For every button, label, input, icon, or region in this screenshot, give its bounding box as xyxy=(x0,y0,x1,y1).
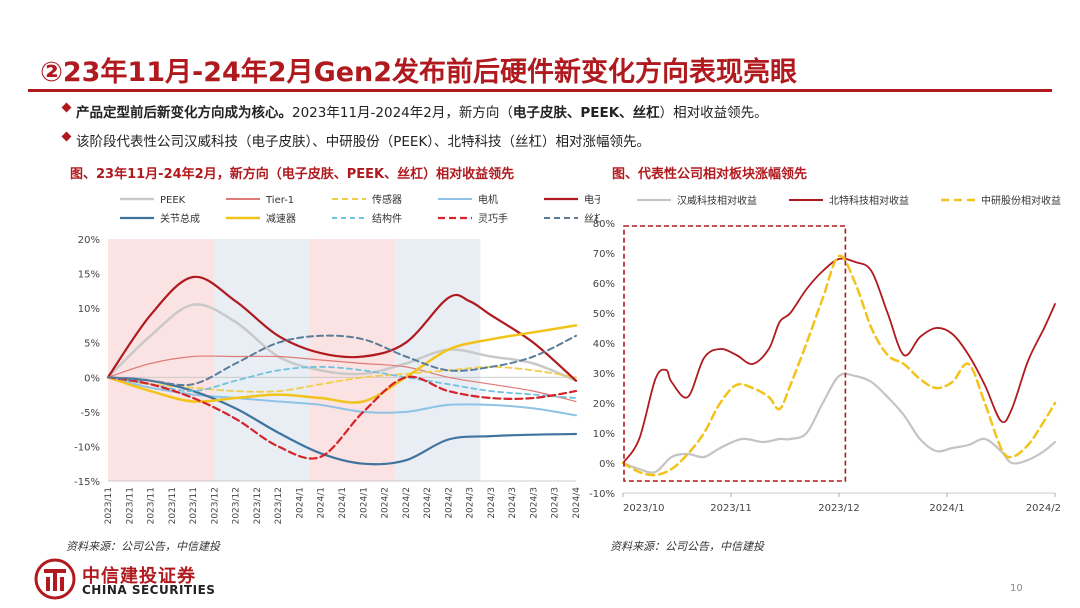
title-divider xyxy=(28,89,1052,92)
y-tick-label: 20% xyxy=(78,235,100,246)
series-line-5 xyxy=(106,376,578,466)
china-securities-logo-icon xyxy=(34,558,76,600)
right-source-note: 资料来源：公司公告，中信建投 xyxy=(610,540,764,553)
legend-label-1: 北特科技相对收益 xyxy=(829,194,909,207)
left-line-chart: PEEK Tier-1 传感器 电机 电子皮肤关节总成 减速器 结构件 灵巧手 丝杠 20% 15%… xyxy=(74,193,600,524)
series-line-1 xyxy=(107,355,577,403)
x-tick-label: 2023/12 xyxy=(210,487,220,524)
series-line-4 xyxy=(106,275,578,382)
bullet-1-text: 2023年11月-2024年2月，新方向（ xyxy=(292,105,513,121)
series-line-2 xyxy=(621,254,1057,477)
diamond-bullet-icon xyxy=(61,102,72,113)
shaded-band-3 xyxy=(395,239,481,481)
legend-label-6: 减速器 xyxy=(266,213,296,225)
series-line-6 xyxy=(106,324,578,404)
series-line-7 xyxy=(107,365,577,399)
logo-chinese-name: 中信建投证券 xyxy=(82,566,196,587)
series-line-3 xyxy=(107,376,577,417)
bullet-1-emph: 电子皮肤、PEEK、丝杠 xyxy=(512,105,660,121)
series-line-9 xyxy=(107,334,577,387)
x-tick-label: 2024/2 xyxy=(381,487,391,519)
y-tick-label: 80% xyxy=(593,219,615,230)
y-tick-label: 10% xyxy=(593,429,615,440)
x-tick-label: 2024/3 xyxy=(529,487,539,519)
bullet-1-lead: 产品定型前后新变化方向成为核心。 xyxy=(76,105,292,121)
bullet-1: 产品定型前后新变化方向成为核心。2023年11月-2024年2月，新方向（电子皮… xyxy=(61,101,768,121)
x-tick-label: 2024/2 xyxy=(402,487,412,519)
x-tick-label: 2024/3 xyxy=(508,487,518,519)
y-tick-label: -10% xyxy=(589,489,615,500)
x-tick-label: 2023/12 xyxy=(818,503,860,514)
y-tick-label: 15% xyxy=(78,270,100,281)
x-tick-label: 2023/11 xyxy=(189,487,199,524)
y-tick-label: -5% xyxy=(81,408,100,419)
series-line-0 xyxy=(621,372,1057,474)
left-source-note: 资料来源：公司公告，中信建投 xyxy=(66,540,220,553)
page-title: ②23年11月-24年2月Gen2发布前后硬件新变化方向表现亮眼 xyxy=(40,57,798,88)
highlight-period-box xyxy=(623,225,847,482)
bullet-2: 该阶段代表性公司汉威科技（电子皮肤）、中研股份（PEEK）、北特科技（丝杠）相对… xyxy=(61,130,651,150)
x-tick-label: 2023/12 xyxy=(274,487,284,524)
y-tick-label: 0% xyxy=(84,373,100,384)
x-tick-label: 2023/11 xyxy=(710,503,752,514)
right-chart-title: 图、代表性公司相对板块涨幅领先 xyxy=(612,167,808,182)
y-tick-label: 60% xyxy=(593,279,615,290)
x-tick-label: 2024/3 xyxy=(487,487,497,519)
x-tick-label: 2023/10 xyxy=(623,503,665,514)
x-tick-label: 2024/3 xyxy=(466,487,476,519)
x-tick-label: 2024/3 xyxy=(551,487,561,519)
legend-label-1: Tier-1 xyxy=(265,195,294,206)
x-tick-label: 2023/11 xyxy=(168,487,178,524)
y-tick-label: 5% xyxy=(84,339,100,350)
x-tick-label: 2024/1 xyxy=(929,503,964,514)
bullet-1-text2: ）相对收益领先。 xyxy=(659,105,768,121)
y-tick-label: 20% xyxy=(593,399,615,410)
y-tick-label: 0% xyxy=(599,459,615,470)
legend-label-3: 电机 xyxy=(478,193,498,206)
y-tick-label: 40% xyxy=(593,339,615,350)
legend-label-9: 丝杠 xyxy=(584,212,600,225)
x-tick-label: 2024/1 xyxy=(338,487,348,519)
legend-label-5: 关节总成 xyxy=(160,212,200,225)
series-line-8 xyxy=(106,375,578,460)
legend-label-7: 结构件 xyxy=(372,212,402,225)
y-tick-label: 70% xyxy=(593,249,615,260)
legend-label-0: 汉威科技相对收益 xyxy=(677,194,757,207)
legend-label-2: 中研股份相对收益 xyxy=(981,194,1061,207)
legend-label-8: 灵巧手 xyxy=(478,212,508,225)
x-tick-label: 2024/2 xyxy=(444,487,454,519)
left-chart-title: 图、23年11月-24年2月，新方向（电子皮肤、PEEK、丝杠）相对收益领先 xyxy=(70,167,515,182)
legend-label-4: 电子皮肤 xyxy=(584,193,600,206)
legend-label-2: 传感器 xyxy=(372,193,402,206)
x-tick-label: 2024/1 xyxy=(359,487,369,519)
page-number: 10 xyxy=(1010,583,1023,594)
shaded-band-1 xyxy=(214,239,311,481)
right-line-chart: 汉威科技相对收益 北特科技相对收益 中研股份相对收益 80% 70% 60% 50% 40% 3… xyxy=(589,194,1061,514)
x-tick-label: 2023/12 xyxy=(253,487,263,524)
y-tick-label: 30% xyxy=(593,369,615,380)
x-tick-label: 2024/4 xyxy=(572,487,582,519)
x-tick-label: 2024/1 xyxy=(317,487,327,519)
x-tick-label: 2023/11 xyxy=(104,487,114,524)
bullet-2-text: 该阶段代表性公司汉威科技（电子皮肤）、中研股份（PEEK）、北特科技（丝杠）相对… xyxy=(76,134,651,150)
series-line-1 xyxy=(622,257,1056,464)
x-tick-label: 2023/11 xyxy=(125,487,135,524)
legend-label-0: PEEK xyxy=(160,195,186,206)
series-line-2 xyxy=(107,365,577,393)
y-tick-label: -15% xyxy=(74,477,100,488)
x-tick-label: 2023/11 xyxy=(147,487,157,524)
x-tick-label: 2024/1 xyxy=(295,487,305,519)
series-line-0 xyxy=(106,303,578,382)
logo-english-name: CHINA SECURITIES xyxy=(82,583,216,597)
x-tick-label: 2024/2 xyxy=(1026,503,1061,514)
y-tick-label: 50% xyxy=(593,309,615,320)
y-tick-label: 10% xyxy=(78,304,100,315)
x-tick-label: 2023/12 xyxy=(232,487,242,524)
y-tick-label: -10% xyxy=(74,442,100,453)
x-tick-label: 2024/2 xyxy=(423,487,433,519)
diamond-bullet-icon xyxy=(61,131,72,142)
